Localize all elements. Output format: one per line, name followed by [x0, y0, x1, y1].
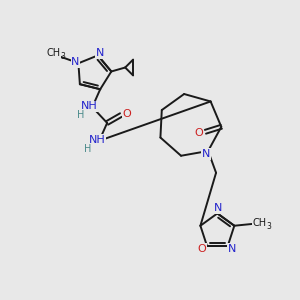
Text: O: O [123, 109, 131, 119]
Text: N: N [96, 48, 104, 59]
Text: N: N [71, 57, 80, 67]
Text: 3: 3 [266, 222, 271, 231]
Text: CH: CH [252, 218, 266, 228]
Text: NH: NH [89, 135, 106, 145]
Text: H: H [77, 110, 84, 120]
Text: N: N [214, 203, 223, 214]
Text: 3: 3 [61, 52, 65, 61]
Text: H: H [84, 144, 91, 154]
Text: NH: NH [81, 101, 98, 111]
Text: CH: CH [46, 48, 61, 59]
Text: N: N [228, 244, 236, 254]
Text: O: O [194, 128, 203, 138]
Text: N: N [202, 149, 210, 159]
Text: O: O [198, 244, 206, 254]
